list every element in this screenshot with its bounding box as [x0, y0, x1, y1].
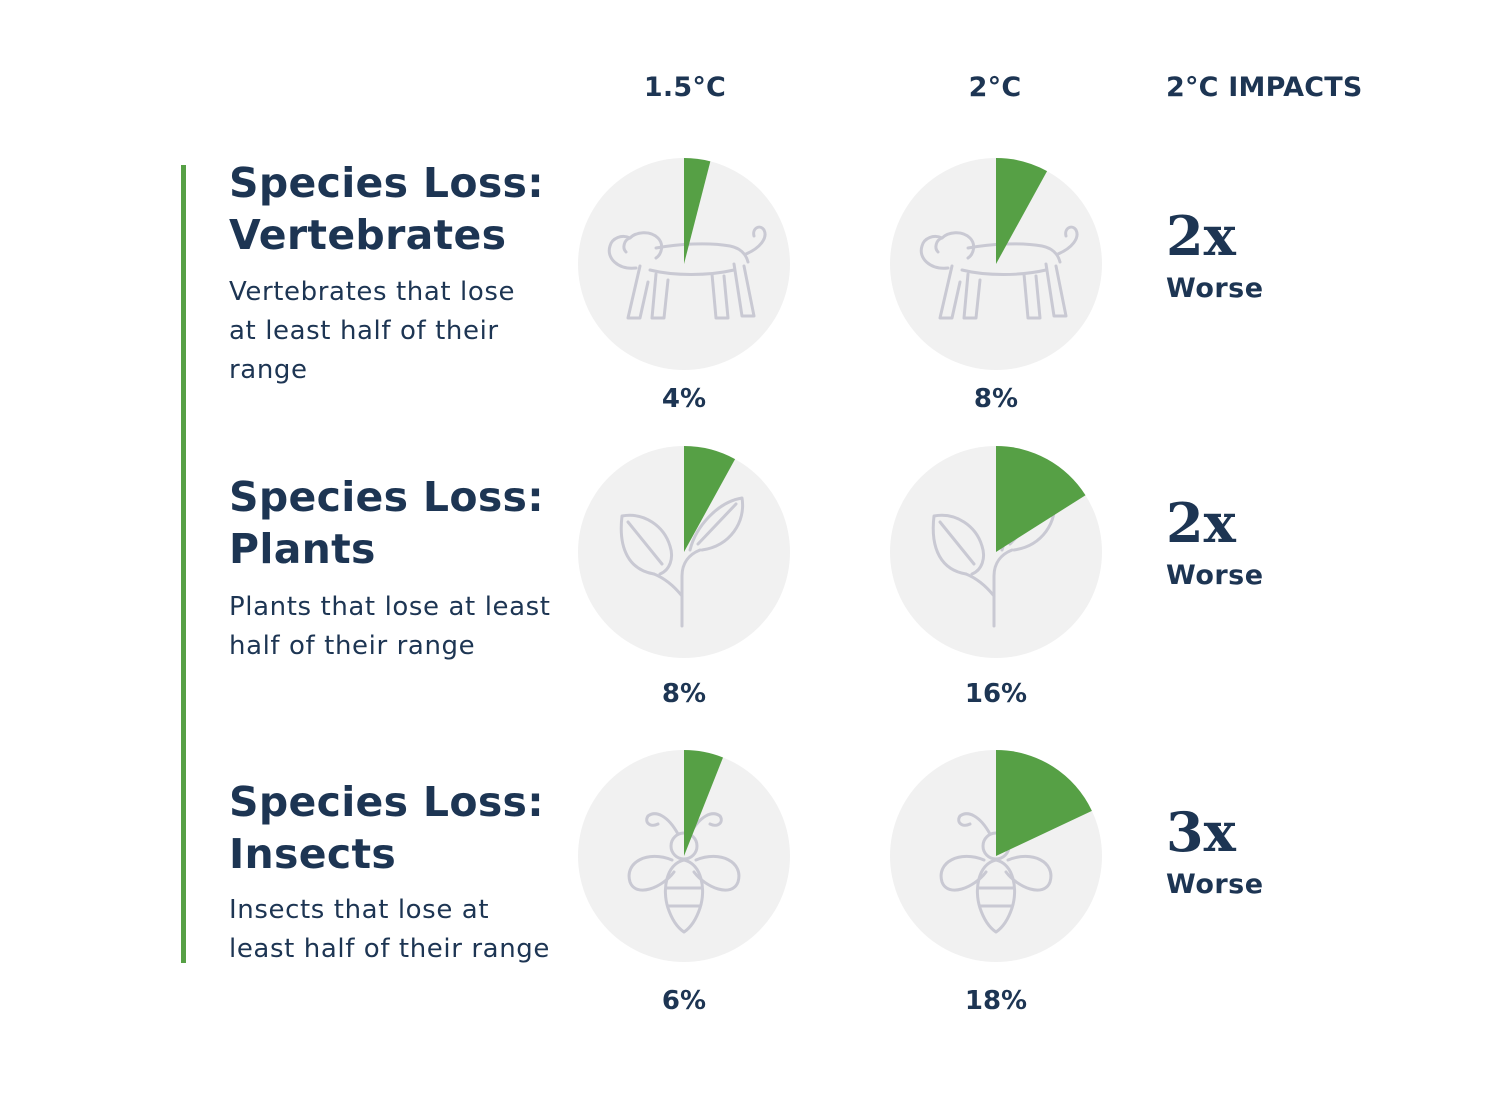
pct-label-plants-2c: 16% — [964, 679, 1028, 709]
monkey-icon-stroke — [648, 268, 736, 276]
row-title-line1: Species Loss: — [229, 473, 544, 521]
monkey-icon-stroke — [934, 236, 944, 254]
desc-line: half of their range — [229, 631, 476, 661]
bee-icon-stroke — [1004, 854, 1053, 892]
bee-icon-stroke — [645, 812, 680, 836]
row-desc-vertebrates: Vertebrates that lose at least half of t… — [229, 273, 515, 390]
pie-slice — [996, 158, 1048, 264]
bee-icon-stroke — [692, 854, 741, 892]
pie-vertebrates-1-5c — [578, 158, 790, 370]
pct-label-insects-2c: 18% — [964, 986, 1028, 1016]
monkey-icon-stroke — [626, 264, 650, 320]
bee-icon-stroke — [669, 831, 699, 861]
row-title-vertebrates: Species Loss: Vertebrates — [229, 157, 544, 261]
header-2c: 2°C — [968, 72, 1022, 103]
pct-label-vertebrates-2c: 8% — [973, 384, 1019, 414]
monkey-icon — [607, 225, 767, 320]
monkey-icon-stroke — [962, 272, 982, 320]
impact-label-plants: Worse — [1166, 560, 1264, 591]
monkey-icon-stroke — [622, 236, 632, 254]
monkey-icon-stroke — [1044, 262, 1068, 318]
desc-line: least half of their range — [229, 934, 550, 964]
row-title-plants: Species Loss: Plants — [229, 471, 544, 575]
monkey-icon-stroke — [744, 225, 767, 256]
row-desc-insects: Insects that lose at least half of their… — [229, 891, 550, 969]
bee-icon-stroke — [957, 812, 992, 836]
desc-line: at least half of their — [229, 316, 499, 346]
pie-slice — [684, 158, 711, 264]
desc-line: Vertebrates that lose — [229, 277, 516, 307]
pie-svg — [578, 158, 790, 370]
impact-value-plants: 2x — [1166, 491, 1236, 555]
monkey-icon-stroke — [938, 264, 962, 320]
monkey-icon-stroke — [1022, 272, 1042, 320]
pie-slice — [996, 750, 1092, 856]
plant-icon-stroke — [964, 572, 996, 598]
pie-svg — [890, 750, 1102, 962]
pie-insects-2c — [890, 750, 1102, 962]
pie-svg — [578, 750, 790, 962]
monkey-icon-stroke — [1056, 225, 1079, 256]
pie-svg — [890, 446, 1102, 658]
monkey-icon-stroke — [650, 272, 670, 320]
plant-icon-stroke — [931, 513, 986, 576]
pie-slice — [684, 446, 736, 552]
monkey-icon-stroke — [960, 268, 1048, 276]
pct-label-vertebrates-1-5c: 4% — [661, 384, 707, 414]
plant-icon — [619, 496, 745, 628]
monkey-icon-stroke — [732, 262, 756, 318]
row-title-line1: Species Loss: — [229, 778, 544, 826]
row-title-line2: Insects — [229, 830, 397, 878]
plant-icon-stroke — [696, 502, 738, 546]
row-title-line2: Vertebrates — [229, 211, 507, 259]
pct-label-plants-1-5c: 8% — [661, 679, 707, 709]
plant-icon-stroke — [992, 548, 1014, 628]
monkey-icon — [919, 225, 1079, 320]
row-title-line2: Plants — [229, 525, 376, 573]
plant-icon-stroke — [938, 520, 976, 566]
bee-icon-stroke — [663, 858, 705, 934]
monkey-icon-stroke — [710, 272, 730, 320]
impact-label-insects: Worse — [1166, 869, 1264, 900]
impact-value-vertebrates: 2x — [1166, 204, 1236, 268]
plant-icon-stroke — [688, 496, 745, 552]
plant-icon-stroke — [619, 513, 674, 576]
pie-insects-1-5c — [578, 750, 790, 962]
pie-svg — [578, 446, 790, 658]
row-title-line1: Species Loss: — [229, 159, 544, 207]
plant-icon-stroke — [626, 520, 664, 566]
pie-vertebrates-2c — [890, 158, 1102, 370]
desc-line: Insects that lose at — [229, 895, 490, 925]
desc-line: Plants that lose at least — [229, 592, 551, 622]
row-desc-plants: Plants that lose at least half of their … — [229, 588, 551, 666]
bee-icon-stroke — [688, 812, 723, 836]
desc-line: range — [229, 355, 308, 385]
plant-icon-stroke — [652, 572, 684, 598]
impact-label-vertebrates: Worse — [1166, 273, 1264, 304]
bee-icon-stroke — [939, 854, 988, 892]
row-title-insects: Species Loss: Insects — [229, 776, 544, 880]
impact-value-insects: 3x — [1166, 800, 1236, 864]
bee-icon — [939, 812, 1053, 934]
header-1-5c: 1.5°C — [643, 72, 727, 103]
header-2c-impacts: 2°C IMPACTS — [1166, 72, 1363, 103]
monkey-icon-stroke — [654, 242, 750, 264]
plant-icon-stroke — [680, 548, 702, 628]
pie-plants-1-5c — [578, 446, 790, 658]
pie-plants-2c — [890, 446, 1102, 658]
pie-svg — [890, 158, 1102, 370]
pie-slice — [996, 446, 1086, 552]
pct-label-insects-1-5c: 6% — [661, 986, 707, 1016]
pie-slice — [684, 750, 724, 856]
bee-icon-stroke — [627, 854, 676, 892]
bee-icon-stroke — [975, 858, 1017, 934]
accent-bar — [181, 165, 186, 963]
monkey-icon-stroke — [966, 242, 1062, 264]
bee-icon — [627, 812, 741, 934]
